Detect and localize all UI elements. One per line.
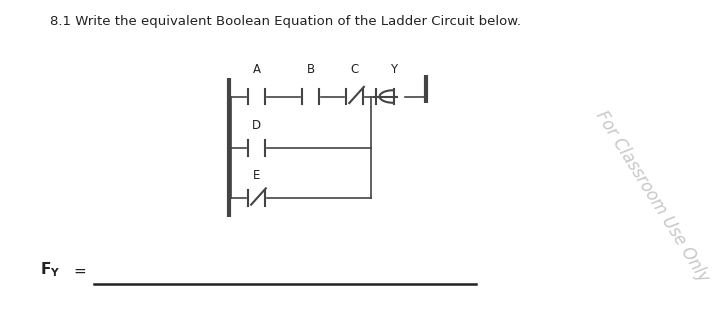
Text: 8.1 Write the equivalent Boolean Equation of the Ladder Circuit below.: 8.1 Write the equivalent Boolean Equatio… — [50, 15, 521, 28]
Text: For Classroom Use Only: For Classroom Use Only — [592, 107, 713, 286]
Text: Y: Y — [390, 63, 397, 76]
Text: =: = — [74, 264, 86, 279]
Text: $\mathbf{F_Y}$: $\mathbf{F_Y}$ — [40, 260, 60, 279]
Text: C: C — [351, 63, 359, 76]
Text: E: E — [253, 169, 260, 183]
Text: A: A — [253, 63, 261, 76]
Text: B: B — [307, 63, 315, 76]
Text: D: D — [252, 120, 261, 132]
